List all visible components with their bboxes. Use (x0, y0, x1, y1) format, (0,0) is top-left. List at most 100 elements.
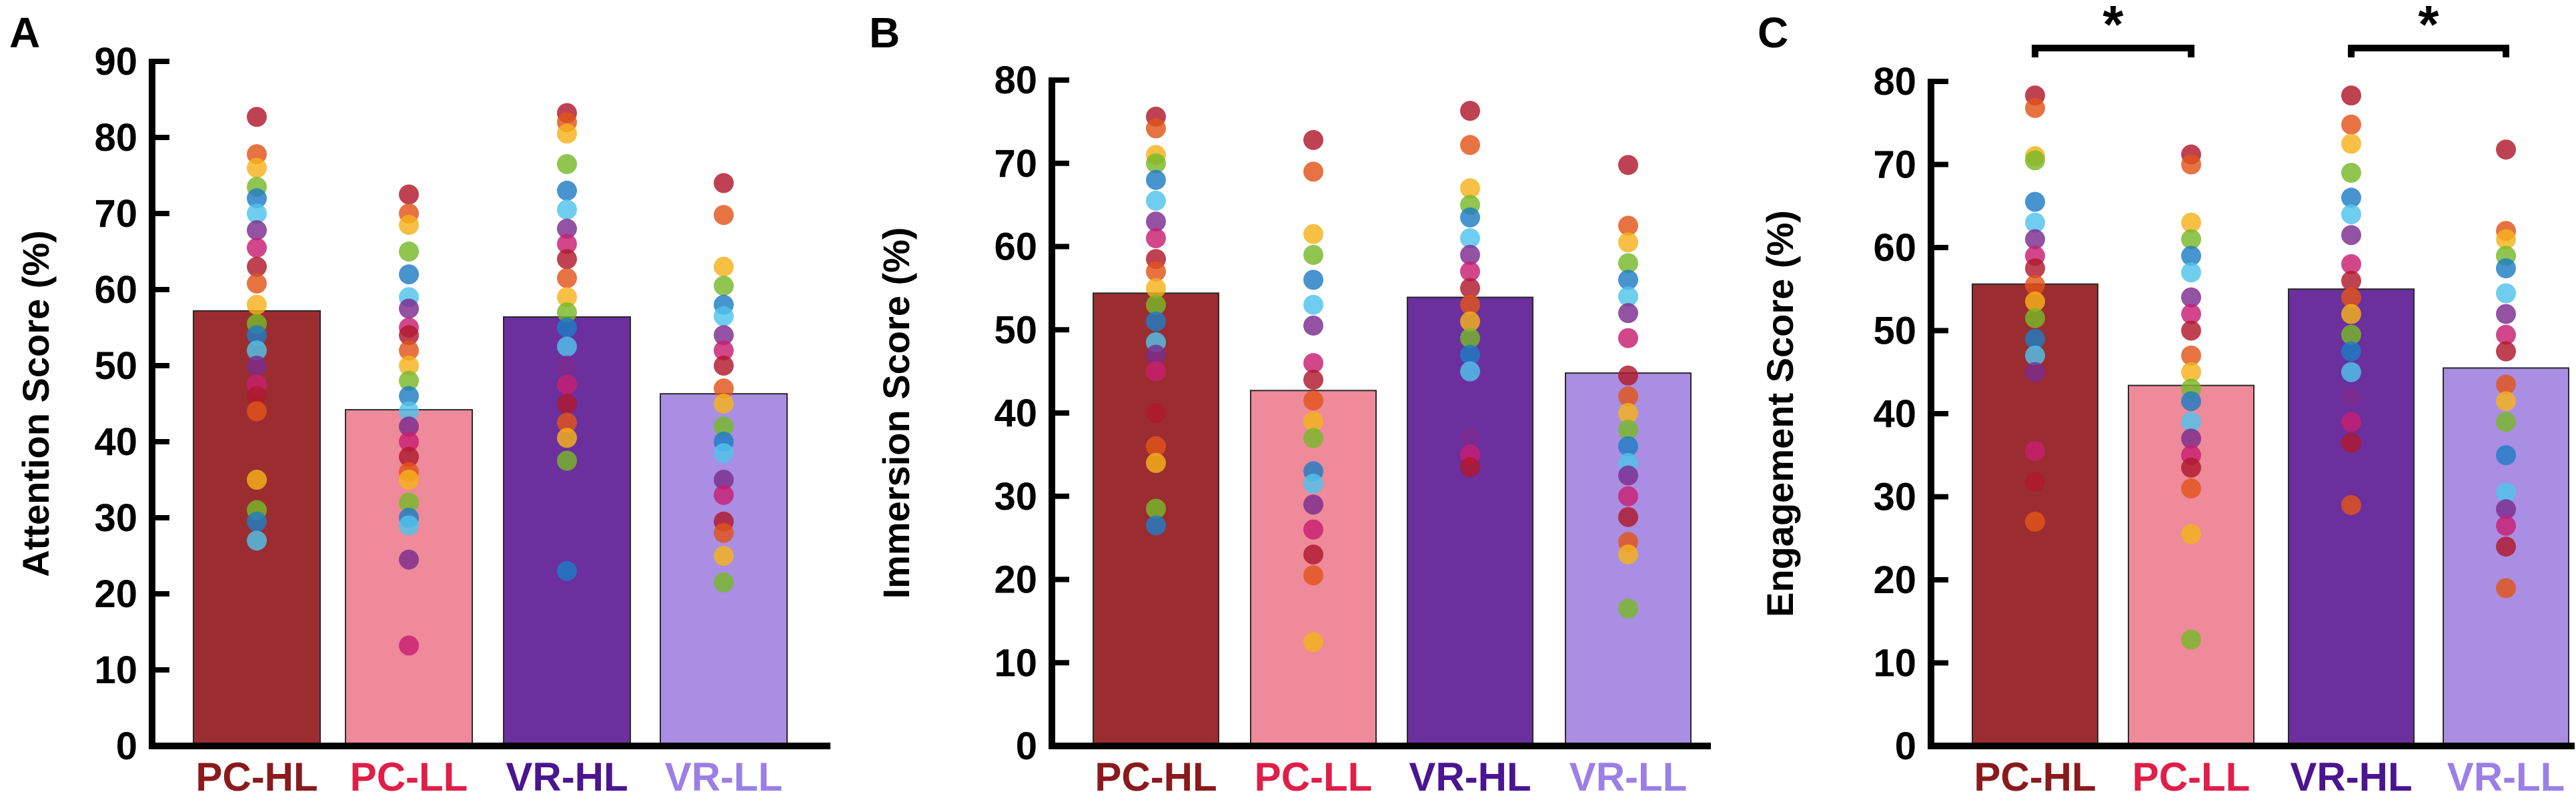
data-point (2341, 133, 2361, 154)
data-point (1303, 316, 1323, 336)
x-tick-label-vr-ll: VR-LL (2447, 755, 2565, 799)
data-point (1303, 244, 1323, 265)
data-point (557, 318, 577, 338)
data-point (1618, 328, 1638, 348)
data-point (1146, 190, 1166, 211)
data-point (247, 256, 267, 277)
data-point (1618, 216, 1638, 236)
significance-bracket (2348, 45, 2509, 57)
data-point (1303, 544, 1323, 565)
significance-star: * (2418, 0, 2439, 54)
data-point (2025, 362, 2045, 382)
data-point (1303, 161, 1323, 182)
data-point (2496, 258, 2516, 279)
data-point (2181, 246, 2201, 266)
data-point (2496, 482, 2516, 503)
data-point (2025, 229, 2045, 250)
data-point (247, 530, 267, 551)
data-point (2025, 472, 2045, 492)
x-tick-label-vr-hl: VR-HL (1409, 755, 1531, 799)
data-point (247, 470, 267, 490)
data-point (2181, 391, 2201, 412)
y-axis-title: Engagement Score (%) (1759, 210, 1801, 617)
data-point (399, 432, 419, 452)
data-point (2341, 287, 2361, 308)
data-point (2341, 304, 2361, 324)
data-point (2025, 308, 2045, 328)
x-tick-label-pc-hl: PC-HL (1974, 755, 2096, 799)
y-tick-label: 40 (994, 392, 1037, 435)
data-point (399, 549, 419, 570)
y-tick-label: 0 (116, 725, 137, 768)
data-point (2496, 139, 2516, 160)
data-point (2496, 324, 2516, 345)
significance-bracket (2032, 45, 2194, 57)
data-point (2341, 162, 2361, 183)
data-point (2181, 428, 2201, 449)
data-point (399, 492, 419, 513)
data-point (1303, 494, 1323, 515)
data-point (1460, 457, 1480, 478)
x-tick-label-vr-hl: VR-HL (2290, 755, 2412, 799)
data-point (1460, 228, 1480, 249)
data-point (557, 199, 577, 220)
data-point (714, 416, 734, 437)
data-point (2181, 320, 2201, 341)
immersion-score-chart: 0 10 20 30 40 50 60 70 80 Immersion Score (%) PC-H… (875, 59, 1711, 799)
data-point (1146, 436, 1166, 456)
data-point (557, 234, 577, 254)
data-point (714, 276, 734, 296)
data-point (1460, 311, 1480, 332)
data-point (1146, 118, 1166, 139)
data-point (2341, 494, 2361, 515)
data-point (1460, 361, 1480, 382)
data-point (557, 249, 577, 270)
data-point (2496, 229, 2516, 250)
data-point (2496, 374, 2516, 395)
data-point (2025, 212, 2045, 233)
data-point (2025, 345, 2045, 366)
y-tick-label: 20 (94, 572, 137, 616)
data-point (1618, 253, 1638, 274)
data-point (1618, 232, 1638, 253)
data-point (1303, 411, 1323, 432)
significance-star: * (2102, 0, 2124, 54)
data-point (1146, 452, 1166, 473)
y-tick-label: 40 (1873, 392, 1916, 436)
data-point (2025, 191, 2045, 212)
data-point (399, 215, 419, 236)
data-point (1303, 390, 1323, 411)
data-point (557, 218, 577, 239)
data-point (2341, 362, 2361, 382)
data-point (1618, 486, 1638, 506)
data-point (714, 522, 734, 543)
data-point (247, 356, 267, 376)
data-point (1146, 515, 1166, 536)
data-point (2181, 229, 2201, 250)
data-point (1146, 361, 1166, 382)
data-point (1618, 506, 1638, 527)
data-point (1303, 224, 1323, 244)
data-point (2496, 283, 2516, 304)
y-tick-label: 80 (1873, 60, 1916, 103)
data-point (1460, 261, 1480, 282)
data-point (399, 386, 419, 406)
data-point (2341, 114, 2361, 135)
data-point (1460, 428, 1480, 448)
data-point (714, 173, 734, 193)
data-point (2181, 262, 2201, 283)
data-point (2025, 291, 2045, 312)
data-point (399, 340, 419, 361)
data-point (714, 205, 734, 226)
data-point (557, 180, 577, 201)
x-tick-label-pc-ll: PC-LL (2132, 755, 2250, 799)
data-point (1303, 428, 1323, 448)
data-point (2181, 304, 2201, 324)
data-point (1618, 403, 1638, 423)
data-point (247, 401, 267, 422)
data-point (557, 374, 577, 395)
data-point (557, 268, 577, 288)
data-point (399, 401, 419, 422)
y-tick-label: 50 (1873, 310, 1916, 353)
data-point (399, 470, 419, 490)
